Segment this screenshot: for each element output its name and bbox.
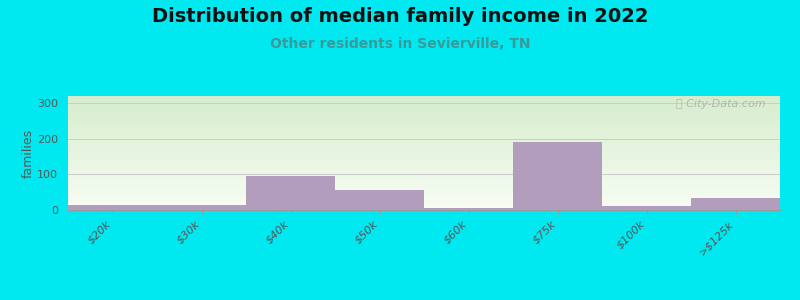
- Bar: [157, 205, 246, 210]
- Bar: [691, 197, 780, 210]
- Bar: [424, 208, 513, 210]
- Text: Other residents in Sevierville, TN: Other residents in Sevierville, TN: [270, 38, 530, 52]
- Bar: [335, 190, 424, 210]
- Bar: [602, 206, 691, 210]
- Bar: [68, 206, 157, 210]
- Y-axis label: families: families: [22, 128, 34, 178]
- Text: Distribution of median family income in 2022: Distribution of median family income in …: [152, 8, 648, 26]
- Text: ⓘ City-Data.com: ⓘ City-Data.com: [676, 99, 766, 110]
- Bar: [513, 142, 602, 210]
- Bar: [246, 176, 335, 210]
